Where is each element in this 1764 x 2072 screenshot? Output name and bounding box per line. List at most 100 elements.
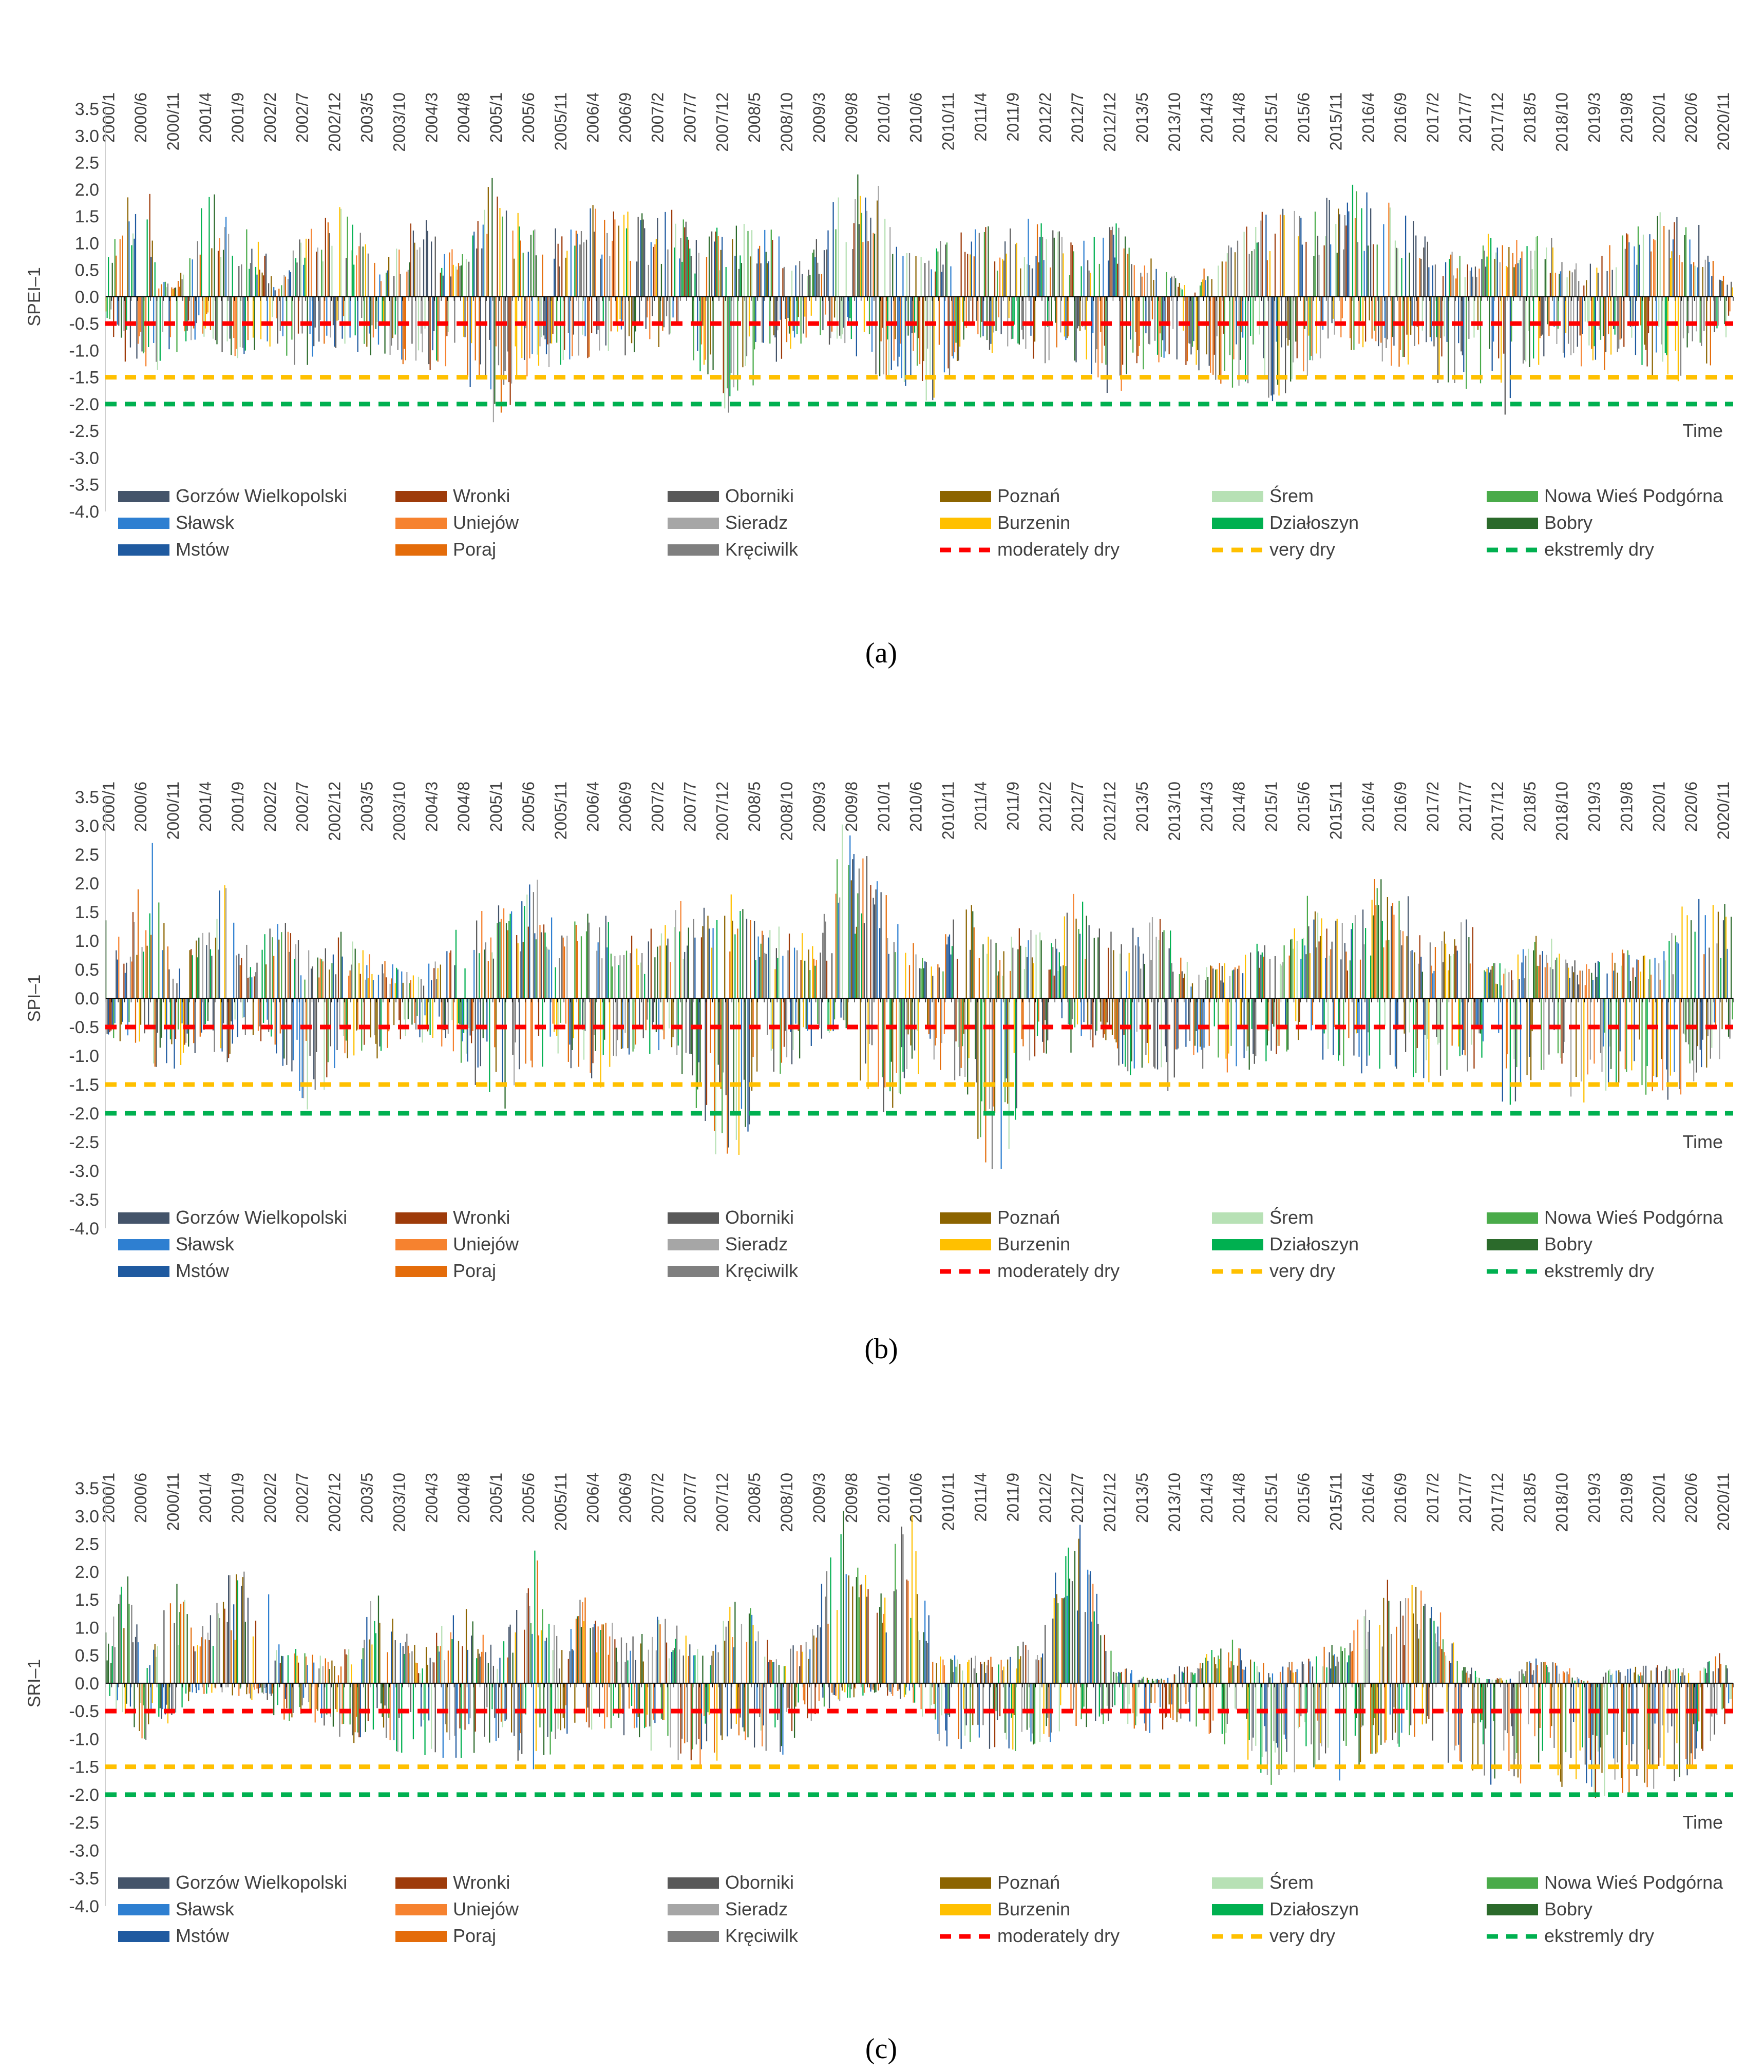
bar: [1393, 1683, 1395, 1708]
bar: [1298, 998, 1299, 1040]
bar: [1269, 959, 1271, 998]
bar: [249, 1683, 250, 1694]
bar: [1110, 1650, 1112, 1683]
bar: [676, 1625, 678, 1683]
bar: [601, 254, 603, 297]
bar: [547, 948, 548, 998]
bar: [953, 296, 954, 359]
bar: [1149, 296, 1151, 345]
bar: [377, 296, 380, 345]
bar: [460, 265, 462, 297]
bar: [1033, 1683, 1034, 1745]
bar: [1046, 239, 1047, 297]
bar: [1035, 256, 1037, 297]
bar: [648, 1649, 649, 1683]
bar: [442, 998, 444, 1031]
bar: [265, 253, 267, 297]
bar: [1455, 1683, 1457, 1746]
bar: [1522, 296, 1524, 364]
bar: [723, 1621, 724, 1683]
bar: [955, 296, 957, 343]
bar: [279, 998, 281, 1034]
x-tick-label: 2010/11: [939, 782, 958, 840]
bar: [1179, 1666, 1180, 1683]
bar: [1498, 1679, 1500, 1683]
bar: [645, 1683, 647, 1727]
bar: [842, 296, 843, 335]
bar: [1681, 1672, 1683, 1683]
bar: [1401, 1683, 1402, 1733]
bar: [179, 287, 180, 297]
bar: [1196, 1683, 1197, 1727]
bar: [1299, 1683, 1300, 1727]
bar: [211, 956, 213, 998]
bar: [543, 924, 545, 998]
bar: [1514, 264, 1516, 297]
bar: [1602, 998, 1604, 1047]
bar: [782, 956, 784, 998]
bar: [742, 296, 744, 368]
bar: [960, 1683, 962, 1749]
bar: [537, 1560, 538, 1683]
bar: [1690, 264, 1692, 297]
bar: [566, 251, 568, 297]
bar: [1414, 952, 1415, 998]
bar: [202, 933, 203, 998]
bar: [671, 1652, 673, 1683]
bar: [1525, 956, 1527, 998]
bar: [318, 1668, 320, 1683]
bar: [294, 1653, 295, 1683]
bar: [1397, 248, 1399, 297]
bar: [663, 296, 665, 328]
bar: [383, 1683, 385, 1728]
bar: [867, 241, 869, 297]
bar: [1321, 918, 1322, 998]
bar: [1188, 998, 1189, 1029]
bar: [1185, 998, 1187, 1047]
bar: [1450, 1663, 1452, 1683]
bar: [1162, 1683, 1164, 1729]
bar: [340, 1666, 342, 1683]
bar: [189, 258, 191, 297]
bar: [1508, 972, 1510, 998]
bar: [367, 1683, 369, 1721]
bar: [702, 926, 704, 998]
x-tick-label: 2004/8: [454, 92, 473, 143]
bar: [1199, 1663, 1201, 1683]
bar: [482, 998, 484, 1038]
bar: [1489, 1679, 1490, 1683]
bar: [243, 1571, 245, 1683]
bar: [1304, 1683, 1305, 1722]
bar: [1599, 962, 1600, 998]
bar: [1471, 267, 1472, 297]
bar: [572, 1649, 573, 1683]
bar: [809, 275, 811, 297]
bar: [510, 911, 513, 998]
bar: [106, 1660, 108, 1683]
bar: [1570, 296, 1572, 355]
bar: [202, 1626, 203, 1683]
bar: [564, 1683, 565, 1728]
bar: [716, 1683, 718, 1761]
bar: [1121, 944, 1122, 998]
bar: [481, 248, 483, 297]
y-tick-label: 0.0: [75, 288, 99, 307]
x-tick-label: 2017/7: [1456, 1473, 1474, 1523]
bar: [562, 937, 564, 998]
bar: [597, 1626, 599, 1683]
bar: [308, 238, 310, 297]
x-tick-label: 2019/8: [1617, 1473, 1636, 1523]
bar: [928, 1615, 930, 1683]
bar: [509, 914, 511, 998]
bar: [1323, 245, 1325, 297]
bar: [1035, 935, 1037, 998]
bar: [573, 1650, 575, 1683]
bar: [554, 998, 555, 1032]
bar: [1371, 900, 1373, 998]
bar: [452, 998, 454, 1052]
bar: [853, 854, 855, 998]
bar: [259, 1683, 260, 1688]
bar: [1458, 296, 1459, 344]
bar: [1494, 963, 1495, 998]
